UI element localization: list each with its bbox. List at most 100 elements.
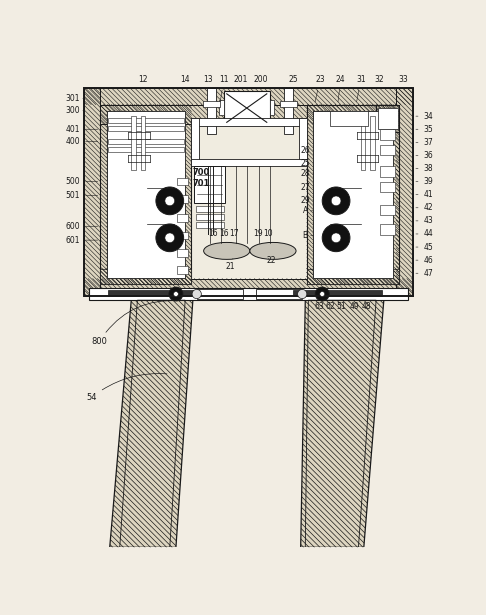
Text: 300: 300 (66, 106, 84, 115)
Bar (108, 119, 184, 123)
Text: 301: 301 (66, 94, 84, 103)
Bar (101, 105, 396, 124)
Bar (203, 101, 220, 107)
Text: 36: 36 (416, 151, 434, 160)
Text: 42: 42 (416, 204, 434, 212)
Circle shape (322, 187, 350, 215)
Text: 43: 43 (416, 216, 434, 225)
Text: 200: 200 (253, 76, 268, 88)
Circle shape (169, 287, 183, 301)
Text: 54: 54 (87, 373, 167, 402)
Text: 35: 35 (416, 125, 434, 133)
Bar (380, 145, 396, 156)
Text: 29: 29 (300, 196, 313, 205)
Text: 600: 600 (66, 222, 98, 231)
Bar (84, 279, 413, 296)
Text: 63: 63 (314, 302, 324, 311)
Text: 34: 34 (416, 112, 434, 121)
Bar (256, 290, 302, 299)
Text: A: A (303, 207, 313, 215)
Text: 44: 44 (416, 229, 434, 239)
Text: 400: 400 (66, 137, 98, 146)
Text: 27: 27 (300, 183, 313, 192)
Bar (219, 100, 224, 116)
Text: 501: 501 (66, 191, 98, 200)
Text: 500: 500 (66, 177, 98, 186)
Text: 401: 401 (66, 125, 98, 133)
Circle shape (331, 233, 341, 243)
Circle shape (192, 290, 201, 299)
Bar (380, 166, 396, 177)
Text: 12: 12 (138, 76, 148, 88)
Polygon shape (110, 300, 193, 547)
Circle shape (315, 287, 329, 301)
Text: 28: 28 (300, 169, 313, 178)
Bar (313, 111, 334, 278)
Circle shape (156, 224, 184, 252)
Text: 38: 38 (416, 164, 434, 173)
Bar (106, 111, 185, 278)
Text: 46: 46 (416, 256, 434, 264)
Bar (330, 111, 368, 126)
Text: 37: 37 (416, 138, 434, 147)
Bar (177, 178, 188, 186)
Text: 13: 13 (204, 76, 213, 88)
Bar (108, 139, 184, 144)
Text: 31: 31 (356, 76, 365, 102)
Ellipse shape (204, 242, 250, 260)
Text: 16: 16 (219, 229, 228, 239)
Bar (101, 105, 396, 279)
Bar (196, 206, 224, 212)
Bar (84, 88, 101, 296)
Circle shape (331, 196, 341, 205)
Text: 17: 17 (229, 229, 239, 239)
Bar (177, 249, 188, 257)
Polygon shape (301, 300, 384, 547)
Text: 24: 24 (336, 76, 346, 102)
Text: 11: 11 (219, 76, 228, 102)
Bar (313, 111, 393, 278)
Bar (177, 266, 188, 274)
Bar (191, 119, 307, 126)
Bar (380, 114, 396, 125)
Circle shape (156, 187, 184, 215)
Text: 25: 25 (300, 159, 313, 168)
Text: 33: 33 (398, 76, 408, 88)
Bar (131, 116, 136, 170)
Bar (177, 214, 188, 221)
Text: 23: 23 (315, 76, 325, 102)
Text: 39: 39 (416, 177, 434, 186)
Bar (380, 224, 396, 235)
Bar (224, 91, 270, 125)
Text: 10: 10 (263, 229, 273, 239)
Bar (108, 290, 197, 296)
Bar (284, 88, 293, 134)
Bar (380, 129, 396, 140)
Bar (84, 88, 413, 296)
Bar (197, 290, 243, 299)
Bar (101, 269, 191, 284)
Bar (396, 88, 413, 296)
Text: B: B (303, 231, 313, 240)
Text: 22: 22 (267, 256, 276, 264)
Bar (108, 147, 184, 151)
Bar (361, 116, 365, 170)
Text: 41: 41 (416, 190, 434, 199)
Bar (177, 232, 188, 239)
Bar (89, 288, 408, 300)
Circle shape (165, 196, 174, 205)
Text: 25: 25 (288, 76, 298, 88)
Bar (370, 116, 375, 170)
Bar (106, 111, 128, 278)
Bar (108, 126, 184, 131)
Bar (191, 159, 307, 166)
Bar (207, 88, 216, 134)
Bar (299, 119, 307, 165)
Text: 201: 201 (233, 76, 248, 88)
Text: 601: 601 (66, 236, 98, 245)
Bar (376, 105, 399, 132)
Text: 14: 14 (180, 76, 190, 88)
Text: 51: 51 (336, 302, 346, 311)
Bar (177, 196, 188, 203)
Ellipse shape (250, 242, 296, 260)
